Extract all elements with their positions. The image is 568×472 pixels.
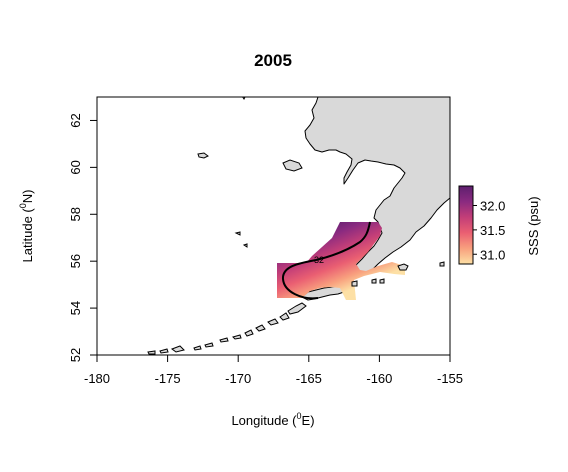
y-tick-label: 52 <box>68 348 83 362</box>
aleutian-7 <box>219 337 229 343</box>
aleutian-9 <box>193 345 202 351</box>
x-tick-label: -175 <box>155 371 181 386</box>
aleutian-13 <box>371 278 377 284</box>
x-tick-label: -165 <box>296 371 322 386</box>
colorbar-ticks: 31.0 31.5 32.0 <box>473 199 505 262</box>
x-tick-label: -155 <box>437 371 463 386</box>
aleutian-1 <box>287 302 307 315</box>
x-tick-label: -180 <box>84 371 110 386</box>
aleutian-2 <box>279 312 290 321</box>
aleutian-8 <box>204 342 214 348</box>
x-tick-label: -160 <box>366 371 392 386</box>
y-axis: 52 54 56 58 60 62 <box>68 113 97 362</box>
y-tick-label: 60 <box>68 160 83 174</box>
nunivak-island <box>197 152 209 159</box>
x-tick-label: -170 <box>225 371 251 386</box>
aleutian-12 <box>147 350 156 355</box>
plot-frame <box>96 96 451 356</box>
aleutian-14 <box>379 278 385 284</box>
colorbar-tick-label: 31.5 <box>480 223 505 238</box>
pribilof-island-2 <box>242 243 248 248</box>
y-axis-label: Latitude (0N) <box>18 190 35 263</box>
y-tick-label: 58 <box>68 207 83 221</box>
pribilof-island-1 <box>234 231 241 236</box>
st-matthew-island <box>282 159 303 172</box>
aleutian-6 <box>232 334 242 340</box>
map-panel: 32 <box>147 97 450 355</box>
map-title: 2005 <box>254 51 292 70</box>
colorbar-label: SSS (psu) <box>526 196 541 255</box>
aleutian-11 <box>159 348 169 354</box>
x-axis-label: Longitude (0E) <box>231 411 314 428</box>
aleutian-3 <box>267 318 279 326</box>
peninsula-island <box>351 280 358 287</box>
y-tick-label: 62 <box>68 113 83 127</box>
y-tick-label: 54 <box>68 301 83 315</box>
aleutian-5 <box>244 329 254 337</box>
colorbar-tick-label: 32.0 <box>480 199 505 214</box>
contour-line-32 <box>281 221 371 300</box>
colorbar-tick-label: 31.0 <box>480 247 505 262</box>
islands <box>147 97 445 355</box>
salinity-field <box>277 222 405 300</box>
y-tick-label: 56 <box>68 254 83 268</box>
kodiak-island <box>397 263 409 271</box>
contour-label-32: 32 <box>314 255 324 265</box>
colorbar <box>458 185 474 265</box>
x-axis: -180 -175 -170 -165 -160 -155 <box>84 355 463 386</box>
shumagin-island <box>439 261 445 267</box>
alaska-mainland <box>304 97 450 275</box>
aleutian-4 <box>255 324 266 332</box>
aleutian-10 <box>170 345 185 353</box>
